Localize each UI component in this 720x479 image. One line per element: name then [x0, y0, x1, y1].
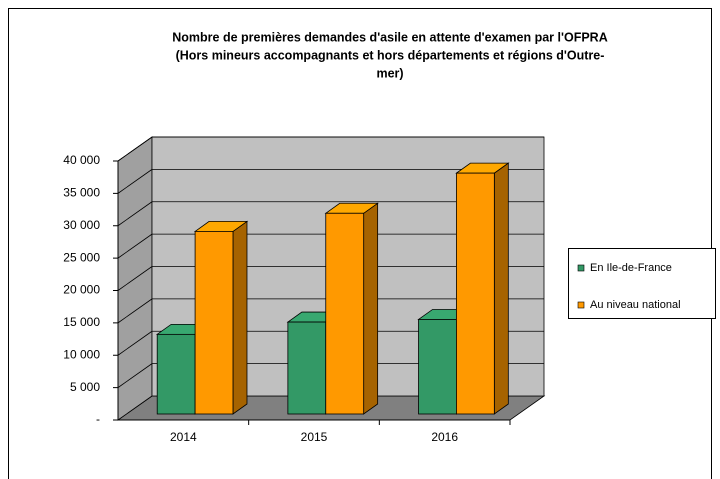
legend-swatch	[577, 264, 585, 272]
x-tick-label: 2015	[301, 430, 328, 444]
grid-line	[117, 298, 153, 324]
y-tick-label: 5 000	[70, 380, 100, 394]
y-tick-label: -	[96, 412, 100, 426]
y-tick-label: 10 000	[63, 347, 100, 361]
grid-line	[117, 233, 153, 259]
grid-line	[117, 136, 153, 162]
legend-swatch	[577, 301, 585, 309]
y-tick-label: 35 000	[63, 186, 100, 200]
grid-line	[117, 201, 153, 227]
legend	[568, 248, 716, 319]
grid-line	[117, 330, 153, 356]
bar-side	[232, 220, 248, 415]
x-tick-label: 2016	[431, 430, 458, 444]
y-tick-label: 20 000	[63, 283, 100, 297]
bar	[325, 212, 365, 415]
legend-label: En Ile-de-France	[590, 262, 672, 274]
bar	[456, 172, 495, 415]
grid-line	[117, 169, 153, 194]
legend-label: Au niveau national	[590, 299, 681, 311]
bar	[418, 319, 457, 415]
grid-line	[117, 266, 153, 291]
bar-side	[363, 202, 379, 415]
grid-line	[117, 363, 153, 388]
y-tick-label: 40 000	[63, 153, 100, 167]
bar-side	[493, 162, 509, 415]
bar	[194, 231, 234, 415]
y-tick-label: 15 000	[63, 315, 100, 329]
chart-subtitle: mer)	[376, 66, 403, 80]
x-tick-label: 2014	[170, 430, 197, 444]
chart-title: Nombre de premières demandes d'asile en …	[172, 30, 607, 44]
chart-subtitle: (Hors mineurs accompagnants et hors dépa…	[176, 48, 605, 62]
bar	[156, 333, 196, 415]
y-tick-label: 25 000	[63, 250, 100, 264]
bar	[287, 321, 327, 415]
y-tick-label: 30 000	[63, 218, 100, 232]
